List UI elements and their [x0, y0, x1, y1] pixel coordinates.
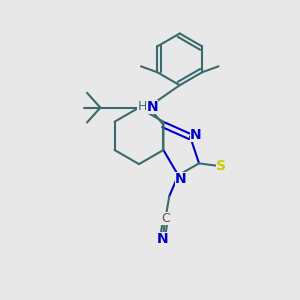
Text: N: N [175, 172, 186, 186]
Text: C: C [161, 212, 170, 225]
Text: N: N [157, 232, 168, 246]
Text: H: H [137, 100, 147, 113]
Text: N: N [146, 100, 158, 114]
Text: N: N [190, 128, 201, 142]
Text: S: S [216, 159, 226, 173]
